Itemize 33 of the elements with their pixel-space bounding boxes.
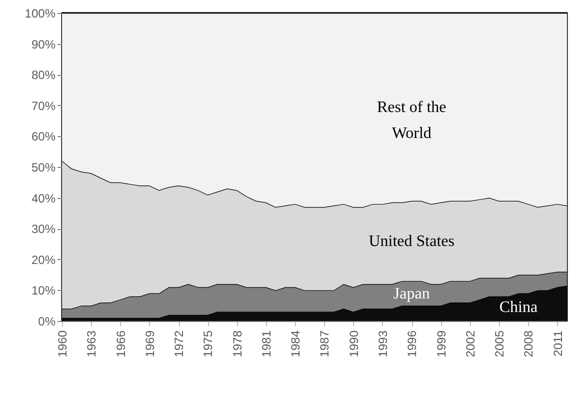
x-tick-label: 1963 — [84, 330, 99, 358]
x-tick-label: 2005 — [492, 330, 507, 358]
y-tick-label: 80% — [31, 68, 56, 82]
y-tick-label: 30% — [31, 222, 56, 236]
y-tick-label: 50% — [31, 160, 56, 174]
x-tick-label: 1972 — [172, 330, 186, 358]
x-tick-label: 1987 — [318, 330, 332, 358]
x-tick-label: 1960 — [56, 330, 70, 358]
y-tick-label: 60% — [31, 130, 56, 144]
x-tick-label: 1975 — [201, 330, 216, 358]
y-tick-label: 10% — [31, 284, 56, 298]
series-label: Japan — [393, 285, 430, 302]
x-tick-label: 1990 — [346, 330, 361, 358]
x-tick-label: 1996 — [405, 330, 420, 358]
x-tick-label: 1981 — [259, 330, 274, 358]
series-label: Rest of the World — [376, 98, 446, 142]
x-tick-label: 2002 — [463, 330, 478, 358]
x-tick-label: 1993 — [376, 330, 390, 358]
y-tick-label: 70% — [31, 98, 56, 113]
series-label: United States — [368, 232, 454, 250]
x-tick-label: 1999 — [434, 330, 448, 358]
x-tick-label: 2011 — [550, 330, 565, 356]
series-label: China — [499, 299, 538, 316]
y-tick-label: 20% — [31, 252, 56, 267]
y-tick-label: 40% — [31, 191, 56, 206]
x-tick-label: 1969 — [142, 330, 157, 358]
x-tick-label: 1984 — [288, 330, 303, 358]
y-tick-label: 90% — [31, 37, 56, 52]
x-tick-label: 1978 — [230, 330, 244, 358]
y-tick-label: 0% — [38, 314, 56, 328]
x-tick-label: 2008 — [522, 330, 536, 358]
x-tick-label: 1966 — [114, 330, 128, 358]
y-tick-label: 100% — [24, 6, 56, 20]
